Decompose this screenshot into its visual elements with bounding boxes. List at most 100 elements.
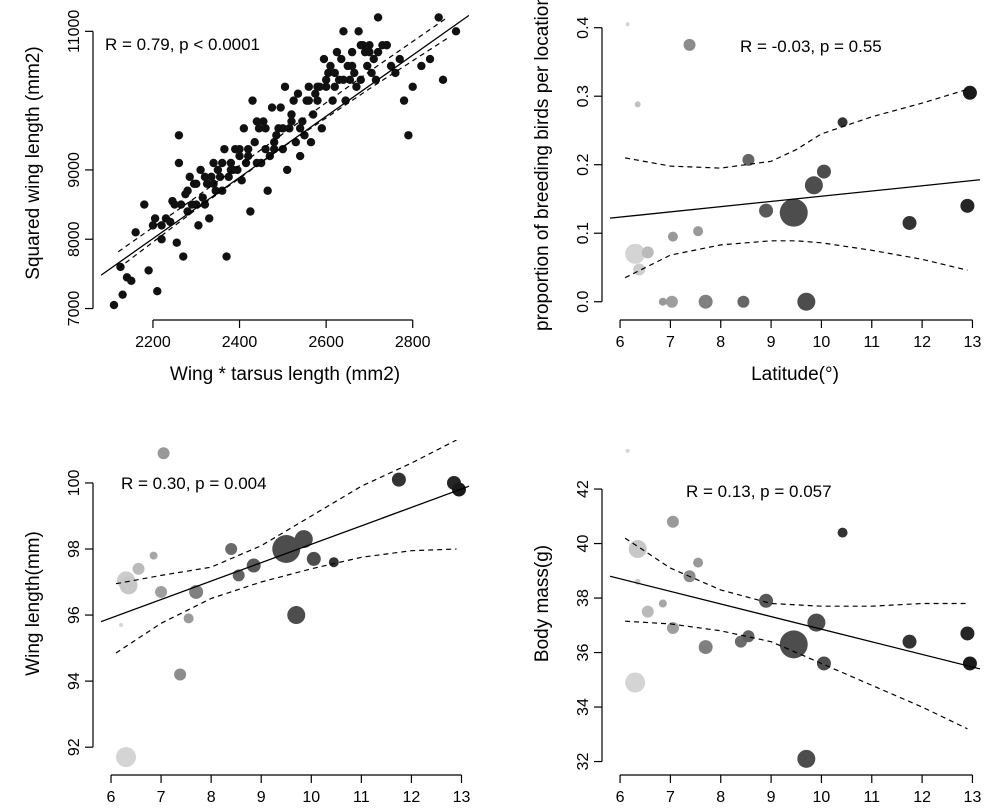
data-point	[269, 138, 279, 147]
data-point	[352, 82, 361, 91]
data-point	[625, 243, 646, 264]
data-point	[960, 626, 975, 641]
data-point	[149, 551, 158, 560]
data-point	[172, 238, 181, 247]
data-point	[311, 89, 320, 98]
data-point	[451, 27, 461, 36]
data-point	[693, 557, 704, 568]
x-tick-label: 12	[913, 789, 931, 806]
y-tick-label: 92	[66, 738, 83, 756]
data-point	[196, 165, 205, 175]
data-point	[198, 193, 207, 202]
y-tick-label: 42	[575, 480, 592, 498]
data-point	[174, 668, 187, 681]
data-point	[625, 448, 630, 453]
data-point	[330, 68, 339, 78]
data-point	[267, 103, 277, 112]
data-point	[263, 186, 272, 195]
data-point	[207, 172, 216, 182]
x-tick-label: 11	[863, 789, 880, 806]
data-point	[345, 75, 355, 85]
data-point	[373, 13, 383, 22]
y-tick-label: 94	[66, 672, 83, 690]
data-point	[369, 54, 378, 64]
data-point	[209, 158, 218, 168]
data-point	[235, 144, 244, 154]
data-point	[628, 540, 647, 558]
data-point	[259, 117, 268, 126]
data-point	[698, 640, 713, 655]
data-point	[185, 172, 194, 182]
data-point	[332, 47, 342, 57]
data-point	[287, 110, 296, 119]
data-point	[356, 75, 365, 85]
data-point	[252, 117, 262, 126]
data-point	[261, 124, 270, 133]
data-point	[693, 226, 704, 237]
data-point	[321, 75, 331, 85]
data-point	[254, 124, 264, 133]
x-tick-label: 8	[207, 789, 216, 806]
data-point	[155, 585, 168, 598]
y-axis-label: Body mass(g)	[532, 545, 553, 662]
data-point	[205, 214, 214, 223]
data-point	[962, 85, 977, 100]
panel-3: 67891011121392949698100Latitude(°)Wing l…	[23, 440, 470, 806]
data-point	[179, 252, 188, 261]
data-point	[289, 96, 298, 105]
y-tick-label: 11000	[66, 10, 83, 53]
data-point	[960, 198, 975, 213]
data-point	[382, 40, 391, 50]
data-point	[698, 294, 713, 309]
y-tick-label: 8000	[66, 221, 83, 257]
x-tick-label: 2400	[222, 334, 258, 351]
data-point	[328, 557, 339, 568]
data-point	[200, 200, 210, 209]
regression-line	[610, 179, 980, 219]
data-point	[225, 543, 238, 555]
data-point	[337, 54, 346, 64]
stats-annotation: R = -0.03, p = 0.55	[740, 37, 882, 56]
y-tick-label: 36	[575, 644, 592, 662]
data-point	[399, 96, 409, 105]
data-point	[308, 110, 318, 119]
data-point	[321, 82, 331, 91]
data-point	[804, 176, 823, 195]
data-point	[176, 200, 186, 209]
data-point	[386, 61, 396, 71]
data-point	[118, 290, 127, 299]
x-tick-label: 13	[964, 334, 982, 351]
x-tick-label: 2600	[308, 334, 344, 351]
y-tick-label: 9000	[66, 152, 83, 188]
data-point	[837, 117, 848, 128]
data-point	[237, 176, 246, 185]
data-point	[658, 599, 667, 608]
data-point	[261, 144, 270, 154]
y-tick-label: 40	[575, 535, 592, 553]
data-point	[215, 172, 225, 182]
data-point	[737, 295, 750, 308]
y-axis-label: Squared wing length (mm2)	[23, 46, 44, 279]
data-point	[356, 40, 365, 50]
data-point	[293, 89, 303, 98]
y-tick-label: 7000	[66, 291, 83, 327]
data-point	[241, 158, 251, 168]
y-tick-label: 32	[575, 753, 592, 771]
data-point	[404, 131, 413, 140]
data-point	[220, 144, 229, 154]
data-point	[666, 515, 679, 528]
data-point	[272, 131, 281, 140]
y-axis-label: proportion of breeding birds per locatio…	[532, 0, 553, 331]
data-point	[667, 231, 678, 242]
data-point	[148, 221, 158, 230]
data-point	[438, 75, 448, 85]
data-point	[295, 151, 305, 161]
data-point	[313, 96, 322, 105]
data-point	[634, 101, 641, 108]
x-tick-label: 9	[257, 789, 266, 806]
data-point	[665, 295, 678, 308]
data-point	[295, 124, 305, 133]
data-point	[246, 207, 255, 216]
y-axis-label: Wing length(mm)	[23, 531, 44, 676]
